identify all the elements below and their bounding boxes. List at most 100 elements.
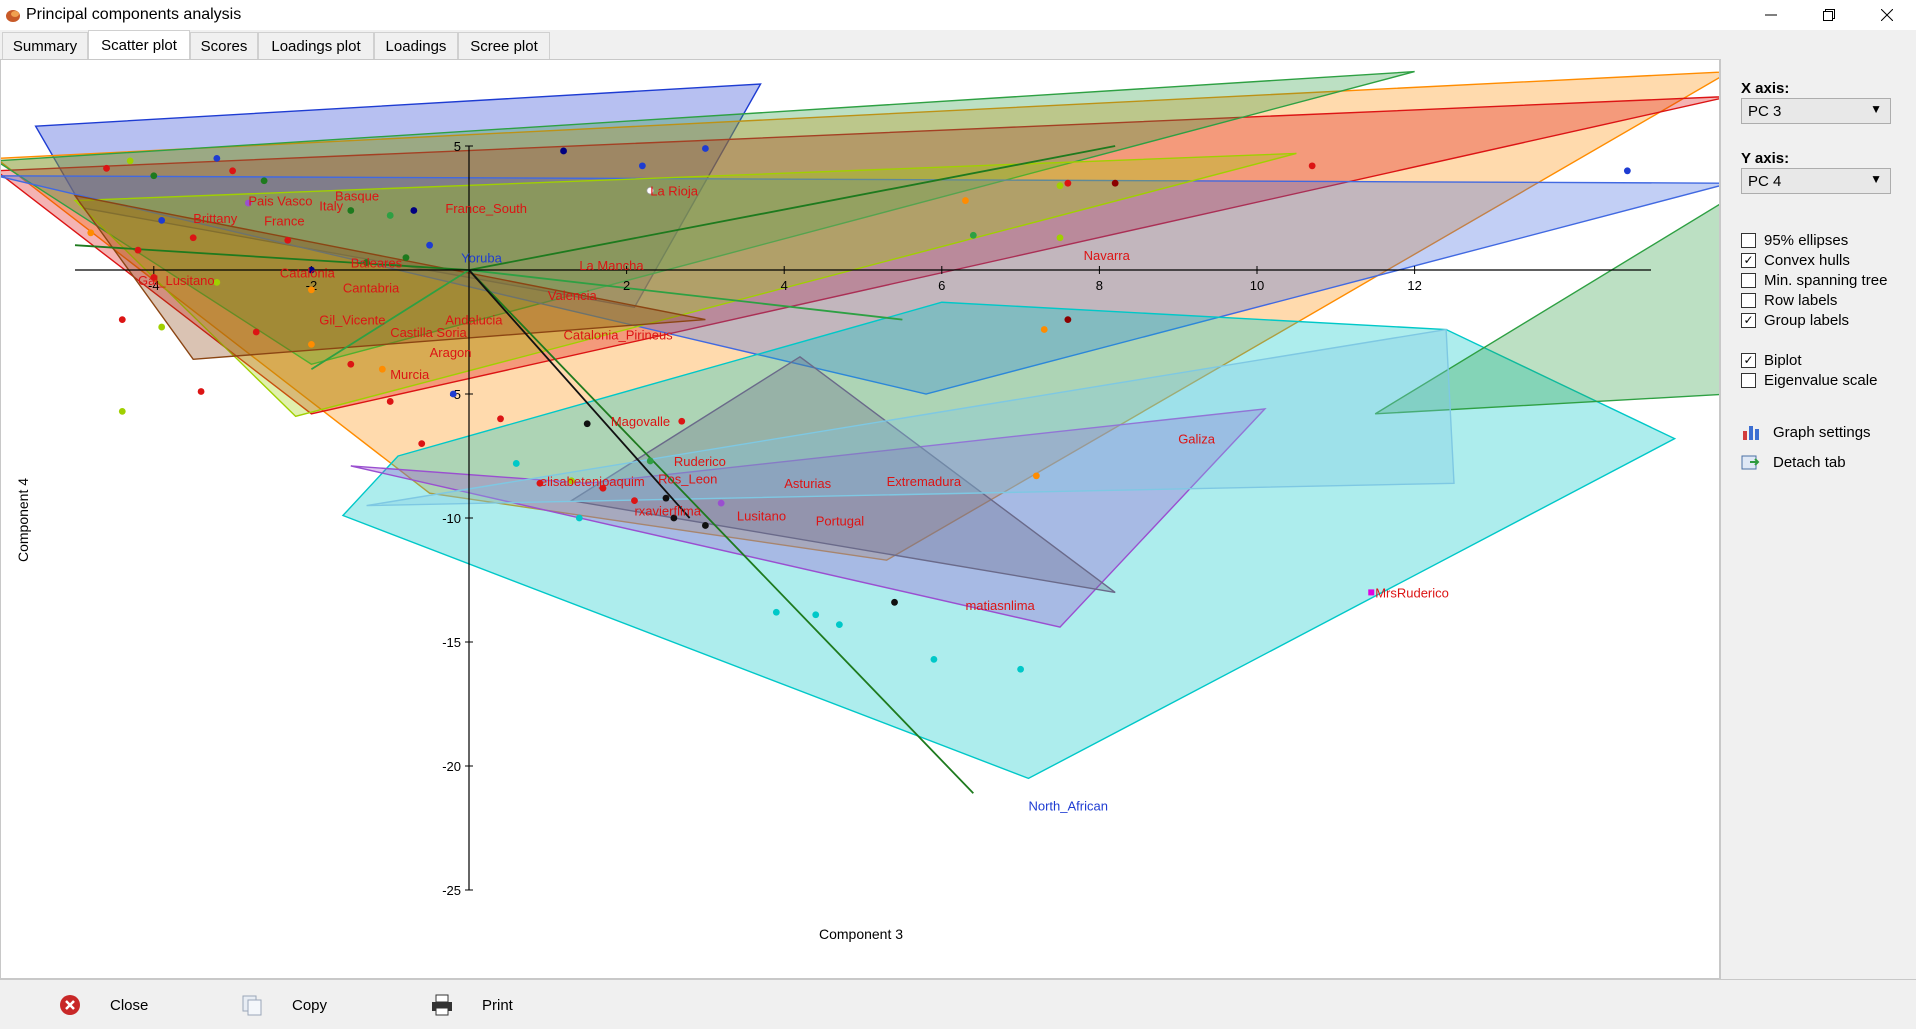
checkbox-label: 95% ellipses bbox=[1764, 231, 1849, 249]
data-point bbox=[631, 497, 638, 505]
group-label: Valencia bbox=[548, 288, 598, 303]
checkbox-95-ellipses[interactable]: 95% ellipses bbox=[1741, 231, 1848, 249]
close-icon bbox=[1881, 9, 1893, 21]
checkbox-box[interactable] bbox=[1741, 272, 1756, 288]
convex-hull-7 bbox=[569, 355, 1116, 594]
detach-tab-button[interactable]: Detach tab bbox=[1741, 451, 1846, 473]
minimize-button[interactable] bbox=[1748, 0, 1794, 30]
checkbox-box[interactable]: ✓ bbox=[1741, 252, 1756, 268]
checkbox-label: Min. spanning tree bbox=[1764, 271, 1888, 289]
data-point bbox=[1368, 589, 1375, 596]
data-point bbox=[1111, 179, 1119, 187]
group-label: France bbox=[264, 213, 304, 228]
close-label: Close bbox=[110, 996, 149, 1014]
detach-icon bbox=[1741, 455, 1760, 470]
checkbox-eigenvalue-scale[interactable]: Eigenvalue scale bbox=[1741, 371, 1877, 389]
minimize-icon bbox=[1765, 14, 1777, 16]
data-point bbox=[386, 398, 394, 405]
data-point bbox=[410, 207, 418, 214]
data-point bbox=[835, 621, 843, 629]
data-point bbox=[678, 417, 686, 425]
close-button[interactable]: Close bbox=[58, 992, 148, 1018]
data-point bbox=[189, 234, 197, 242]
group-label: Baleares bbox=[351, 256, 403, 271]
group-label: Italy bbox=[319, 198, 343, 213]
data-point bbox=[418, 440, 426, 447]
checkbox-box[interactable]: ✓ bbox=[1741, 352, 1756, 368]
tab-loadings[interactable]: Loadings bbox=[374, 32, 458, 59]
convex-hull-9 bbox=[73, 194, 706, 361]
data-point bbox=[87, 229, 95, 237]
data-point bbox=[197, 388, 205, 395]
tab-scatter-plot[interactable]: Scatter plot bbox=[88, 30, 190, 60]
group-label: Ruderico bbox=[674, 454, 726, 469]
data-point bbox=[308, 286, 315, 294]
data-point bbox=[103, 164, 110, 172]
chevron-down-icon: ▼ bbox=[1870, 102, 1882, 116]
checkbox-row-labels[interactable]: Row labels bbox=[1741, 291, 1837, 309]
app-icon bbox=[6, 10, 20, 22]
checkbox-box[interactable] bbox=[1741, 292, 1756, 308]
close-window-button[interactable] bbox=[1864, 0, 1910, 30]
data-point bbox=[284, 236, 292, 244]
copy-button[interactable]: Copy bbox=[240, 992, 327, 1018]
biplot-vector-3 bbox=[468, 269, 691, 519]
convex-hull-6 bbox=[350, 407, 1267, 628]
x-tick-label: 4 bbox=[781, 278, 788, 293]
group-label: Castilla Soria bbox=[390, 325, 467, 340]
data-point bbox=[930, 655, 938, 663]
data-point bbox=[1056, 234, 1064, 242]
data-point bbox=[646, 457, 654, 465]
bar-chart-icon bbox=[1743, 426, 1759, 440]
tab-scores[interactable]: Scores bbox=[190, 32, 258, 59]
data-point bbox=[962, 197, 969, 204]
group-label: matiasnlima bbox=[965, 598, 1035, 613]
data-point bbox=[308, 341, 315, 348]
print-label: Print bbox=[482, 996, 513, 1014]
data-point bbox=[662, 494, 670, 502]
data-point bbox=[599, 484, 607, 492]
data-point bbox=[702, 522, 709, 529]
checkbox-box[interactable] bbox=[1741, 372, 1756, 388]
group-label: Brittany bbox=[193, 211, 238, 226]
y-axis-select-value: PC 4 bbox=[1748, 173, 1782, 190]
convex-hull-4 bbox=[1, 175, 1719, 395]
group-label: Portugal bbox=[816, 513, 865, 528]
graph-settings-button[interactable]: Graph settings bbox=[1741, 421, 1871, 443]
tab-loadings-plot[interactable]: Loadings plot bbox=[258, 32, 374, 59]
y-axis-select[interactable]: PC 4 ▼ bbox=[1741, 168, 1891, 194]
tab-summary[interactable]: Summary bbox=[2, 32, 88, 59]
biplot-vector-0 bbox=[468, 145, 1116, 271]
data-point bbox=[1032, 472, 1040, 480]
checkbox-group-labels[interactable]: ✓ Group labels bbox=[1741, 311, 1849, 329]
group-label: MrsRuderico bbox=[1375, 585, 1449, 600]
data-point bbox=[512, 460, 520, 467]
checkbox-biplot[interactable]: ✓ Biplot bbox=[1741, 351, 1802, 369]
restore-button[interactable] bbox=[1806, 0, 1852, 30]
data-point bbox=[670, 514, 678, 522]
data-point bbox=[1623, 167, 1631, 175]
checkbox-box[interactable]: ✓ bbox=[1741, 312, 1756, 328]
data-point bbox=[260, 177, 268, 185]
convex-hull-10 bbox=[1374, 203, 1719, 415]
print-button[interactable]: Print bbox=[430, 992, 513, 1018]
checkbox-min-spanning-tree[interactable]: Min. spanning tree bbox=[1741, 271, 1887, 289]
y-tick-label: -15 bbox=[442, 635, 461, 650]
x-axis-select[interactable]: PC 3 ▼ bbox=[1741, 98, 1891, 124]
checkbox-box[interactable] bbox=[1741, 232, 1756, 248]
chevron-down-icon: ▼ bbox=[1870, 172, 1882, 186]
data-point bbox=[575, 514, 583, 522]
checkbox-convex-hulls[interactable]: ✓ Convex hulls bbox=[1741, 251, 1850, 269]
checkbox-label: Convex hulls bbox=[1764, 251, 1850, 269]
data-point bbox=[402, 254, 410, 261]
data-point bbox=[1056, 182, 1064, 190]
data-point bbox=[1064, 179, 1072, 187]
data-point bbox=[449, 390, 457, 398]
x-tick-label: -2 bbox=[306, 278, 318, 293]
tab-scree-plot[interactable]: Scree plot bbox=[458, 32, 550, 59]
bottom-toolbar: Close Copy Print bbox=[0, 979, 1916, 1029]
